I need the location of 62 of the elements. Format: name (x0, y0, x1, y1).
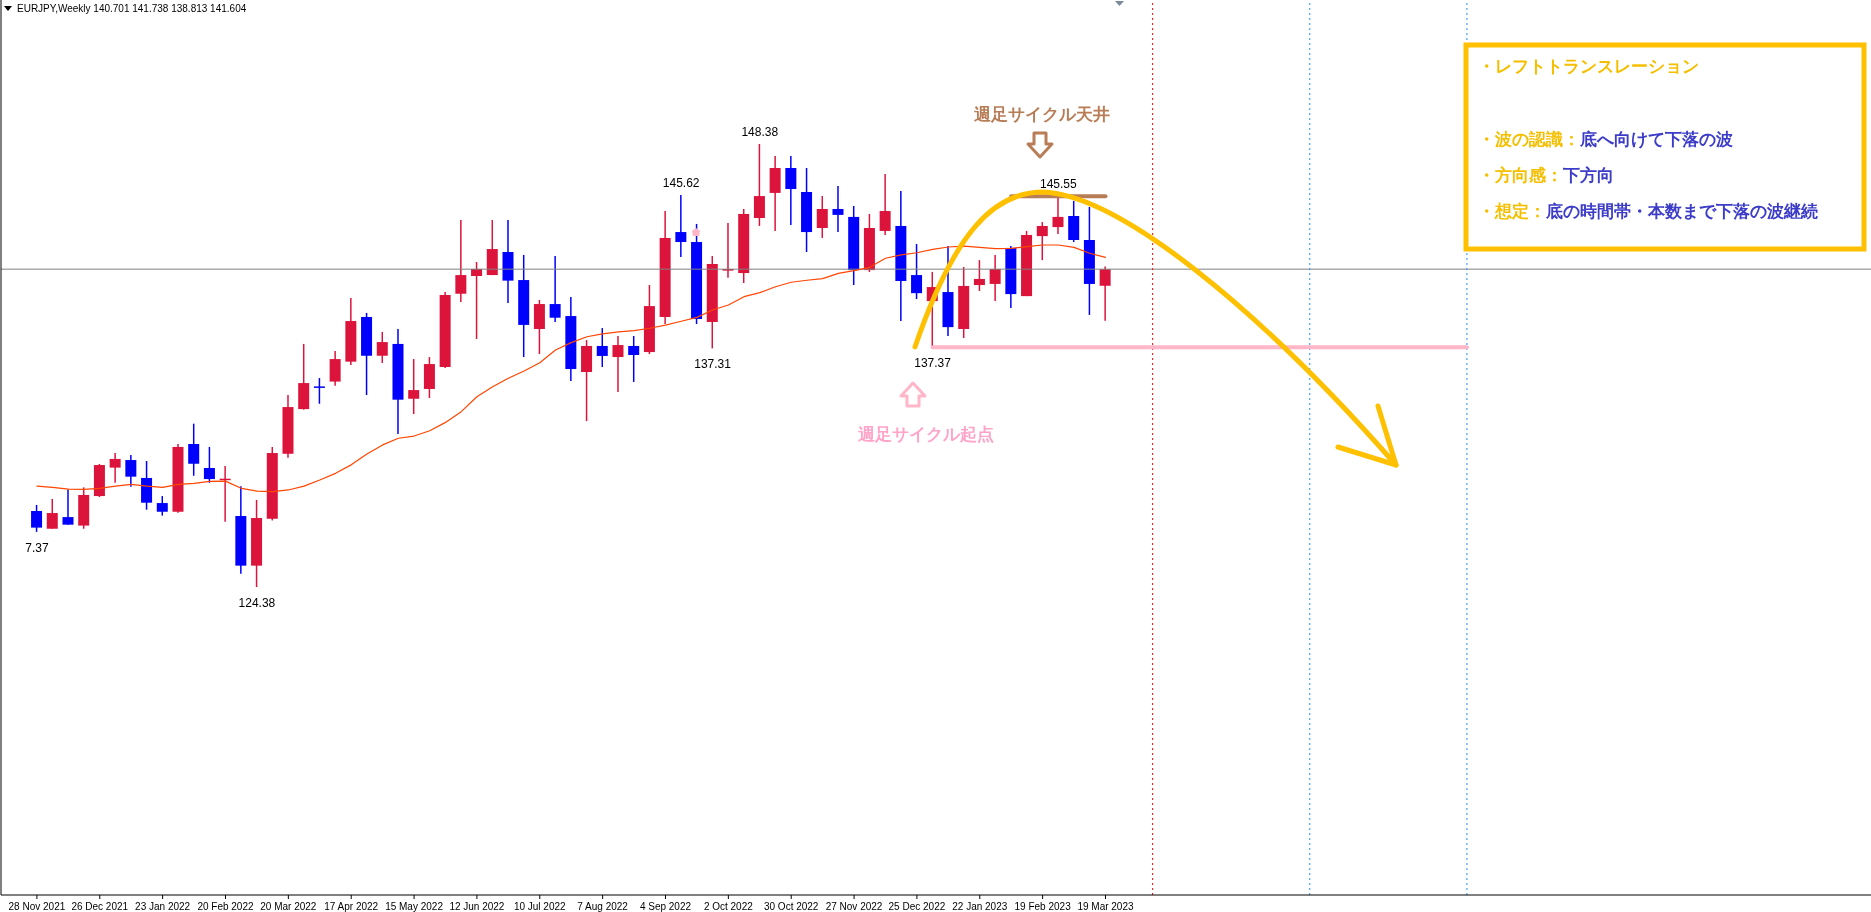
annotation: 137.31 (694, 357, 732, 372)
candlestick (628, 335, 640, 383)
candlestick (1052, 195, 1064, 235)
x-tick-label: 4 Sep 2022 (639, 901, 692, 912)
x-tick-label: 19 Mar 2023 (1077, 901, 1134, 912)
annotation: 148.38 (741, 125, 779, 139)
candlestick (125, 454, 137, 488)
x-tick-label: 10 Jul 2022 (513, 901, 567, 912)
candlestick (203, 446, 215, 484)
candlestick (1068, 200, 1080, 243)
annotation: 145.62 (662, 175, 700, 190)
x-tick-label: 7 Aug 2022 (577, 901, 629, 912)
x-tick-label: 15 May 2022 (385, 901, 444, 912)
candlestick (612, 335, 624, 393)
text: 週足サイクル天井 (973, 105, 1110, 124)
x-tick-label: 19 Feb 2023 (1014, 901, 1072, 912)
candlestick (675, 194, 687, 258)
candlestick (1099, 265, 1111, 322)
annotation: 137.37 (914, 356, 952, 371)
annotation: 7.37 (25, 540, 49, 555)
candlestick (785, 155, 797, 226)
candlestick (156, 495, 168, 517)
annotation: 145.55 (1040, 177, 1078, 192)
candlestick (973, 259, 985, 292)
x-tick-label: 25 Dec 2022 (888, 901, 946, 912)
candlestick (329, 350, 341, 387)
candlestick (408, 358, 420, 415)
annotation: ・波の認識：底へ向けて下落の波 (1478, 130, 1733, 149)
candlestick (109, 452, 121, 484)
candlestick (1036, 221, 1048, 261)
chart-title: EURJPY,Weekly 140.701 141.738 138.813 141.604 (17, 3, 247, 14)
x-tick-label: 26 Dec 2021 (71, 901, 129, 912)
candlestick (455, 219, 467, 303)
candlestick (832, 185, 844, 233)
candlestick (753, 143, 765, 227)
annotation: ・想定：底の時間帯・本数まで下落の波継続 (1478, 202, 1818, 221)
x-tick-label: 2 Oct 2022 (703, 901, 754, 912)
x-tick-label: 27 Nov 2022 (825, 901, 883, 912)
annotation: 週足サイクル起点 (857, 425, 994, 444)
candlestick (879, 173, 891, 236)
candlestick (188, 422, 200, 477)
x-tick-label: 23 Jan 2022 (135, 901, 191, 912)
x-tick-label: 20 Feb 2022 (197, 901, 254, 912)
candlestick (46, 498, 58, 530)
x-tick-label: 30 Oct 2022 (763, 901, 819, 912)
x-tick-label: 22 Jan 2023 (952, 901, 1008, 912)
candlestick (62, 488, 74, 526)
candlestick (549, 255, 561, 323)
candlestick (313, 377, 325, 405)
x-tick-label: 17 Apr 2022 (324, 901, 379, 912)
candlestick (596, 327, 608, 368)
candlestick (376, 331, 388, 364)
annotation: ・方向感：下方向 (1478, 166, 1614, 185)
annotation: 124.38 (238, 596, 276, 611)
x-tick-label: 12 Jun 2022 (449, 901, 505, 912)
candlestick (816, 195, 828, 239)
text: ・レフトトランスレーション (1478, 57, 1699, 76)
candlestick (911, 243, 923, 300)
x-tick-label: 20 Mar 2022 (260, 901, 317, 912)
candlestick (989, 254, 1001, 302)
candlestick (31, 504, 43, 533)
x-tick-label: 28 Nov 2021 (8, 901, 66, 912)
